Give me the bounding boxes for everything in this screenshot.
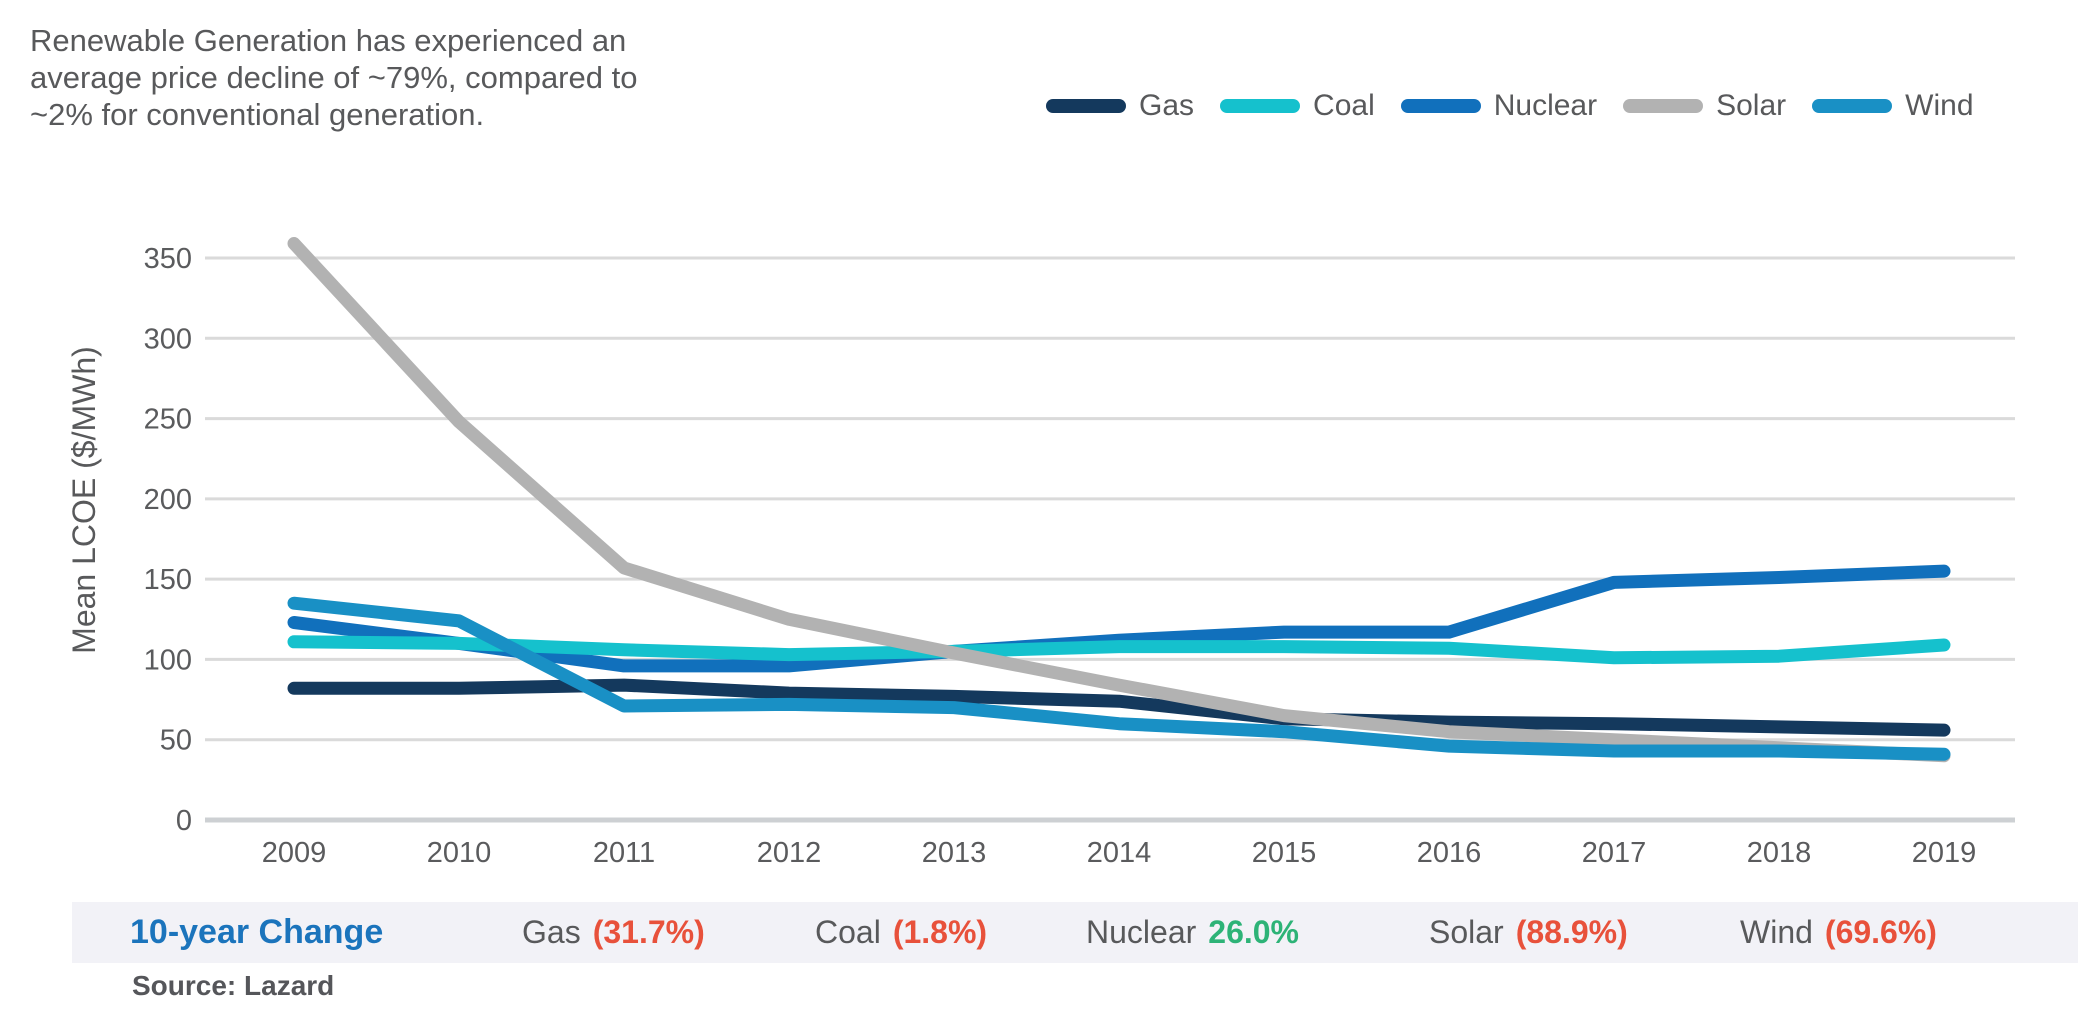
- y-tick-300: 300: [144, 323, 192, 355]
- x-tick-2015: 2015: [1252, 837, 1317, 869]
- x-tick-2011: 2011: [593, 837, 655, 869]
- headline-line-3: ~2% for conventional generation.: [30, 97, 485, 132]
- y-tick-100: 100: [144, 644, 192, 676]
- x-tick-2013: 2013: [922, 837, 987, 869]
- legend-label-nuclear: Nuclear: [1493, 89, 1598, 122]
- summary-value-nuclear: 26.0%: [1208, 914, 1299, 950]
- y-tick-50: 50: [160, 725, 192, 757]
- x-tick-2009: 2009: [262, 837, 327, 869]
- x-tick-2017: 2017: [1582, 837, 1647, 869]
- headline-line-2: average price decline of ~79%, compared …: [30, 60, 638, 95]
- legend-item-wind: Wind: [1812, 89, 1974, 123]
- summary-value-gas: (31.7%): [592, 914, 705, 950]
- summary-label-wind: Wind: [1740, 914, 1813, 950]
- summary-label-gas: Gas: [522, 914, 581, 950]
- legend-item-coal: Coal: [1220, 89, 1375, 123]
- legend-swatch-solar-icon: [1623, 99, 1704, 113]
- legend-item-nuclear: Nuclear: [1400, 89, 1598, 123]
- summary-item-coal: Coal (1.8%): [815, 902, 987, 963]
- y-tick-200: 200: [144, 484, 192, 516]
- x-tick-2016: 2016: [1417, 837, 1482, 869]
- y-tick-150: 150: [144, 564, 192, 596]
- summary-item-solar: Solar (88.9%): [1429, 902, 1628, 963]
- x-tick-2010: 2010: [427, 837, 492, 869]
- summary-value-wind: (69.6%): [1824, 914, 1937, 950]
- summary-label-nuclear: Nuclear: [1086, 914, 1197, 950]
- legend-swatch-gas-icon: [1046, 99, 1126, 113]
- summary-item-gas: Gas (31.7%): [522, 902, 705, 963]
- y-tick-250: 250: [144, 404, 192, 436]
- headline-line-1: Renewable Generation has experienced an: [30, 23, 627, 58]
- source-note: Source: Lazard: [132, 970, 335, 1001]
- legend-label-gas: Gas: [1139, 89, 1195, 122]
- summary-value-solar: (88.9%): [1515, 914, 1628, 950]
- series-line-coal: [287, 635, 1951, 665]
- legend-swatch-coal-icon: [1220, 99, 1301, 113]
- ten-year-change-band: 10-year Change Gas (31.7%) Coal (1.8%) Nucle…: [72, 902, 2078, 963]
- y-axis-title: Mean LCOE ($/MWh): [66, 346, 102, 654]
- ten-year-change-title: 10-year Change: [130, 913, 384, 951]
- summary-label-solar: Solar: [1429, 914, 1504, 950]
- legend-swatch-nuclear-icon: [1400, 99, 1481, 113]
- summary-value-coal: (1.8%): [892, 914, 988, 950]
- x-tick-2014: 2014: [1087, 837, 1152, 869]
- series-line-solar: [287, 237, 1951, 763]
- y-tick-350: 350: [144, 243, 192, 275]
- legend-label-solar: Solar: [1716, 89, 1787, 122]
- summary-label-coal: Coal: [815, 914, 881, 950]
- summary-item-wind: Wind (69.6%): [1740, 902, 1937, 963]
- legend: Gas Coal Nuclear Solar Wind: [1046, 84, 1974, 128]
- chart-headline: Renewable Generation has experienced an …: [30, 22, 670, 133]
- y-tick-0: 0: [176, 805, 192, 837]
- legend-swatch-wind-icon: [1812, 99, 1893, 113]
- series-line-wind: [287, 596, 1951, 761]
- legend-item-gas: Gas: [1046, 89, 1194, 123]
- x-tick-2012: 2012: [757, 837, 822, 869]
- x-tick-2019: 2019: [1912, 837, 1977, 869]
- legend-label-coal: Coal: [1313, 89, 1375, 122]
- series-line-gas: [287, 678, 1951, 737]
- legend-label-wind: Wind: [1905, 89, 1974, 122]
- summary-item-nuclear: Nuclear 26.0%: [1086, 902, 1299, 963]
- x-tick-2018: 2018: [1747, 837, 1812, 869]
- legend-item-solar: Solar: [1623, 89, 1786, 123]
